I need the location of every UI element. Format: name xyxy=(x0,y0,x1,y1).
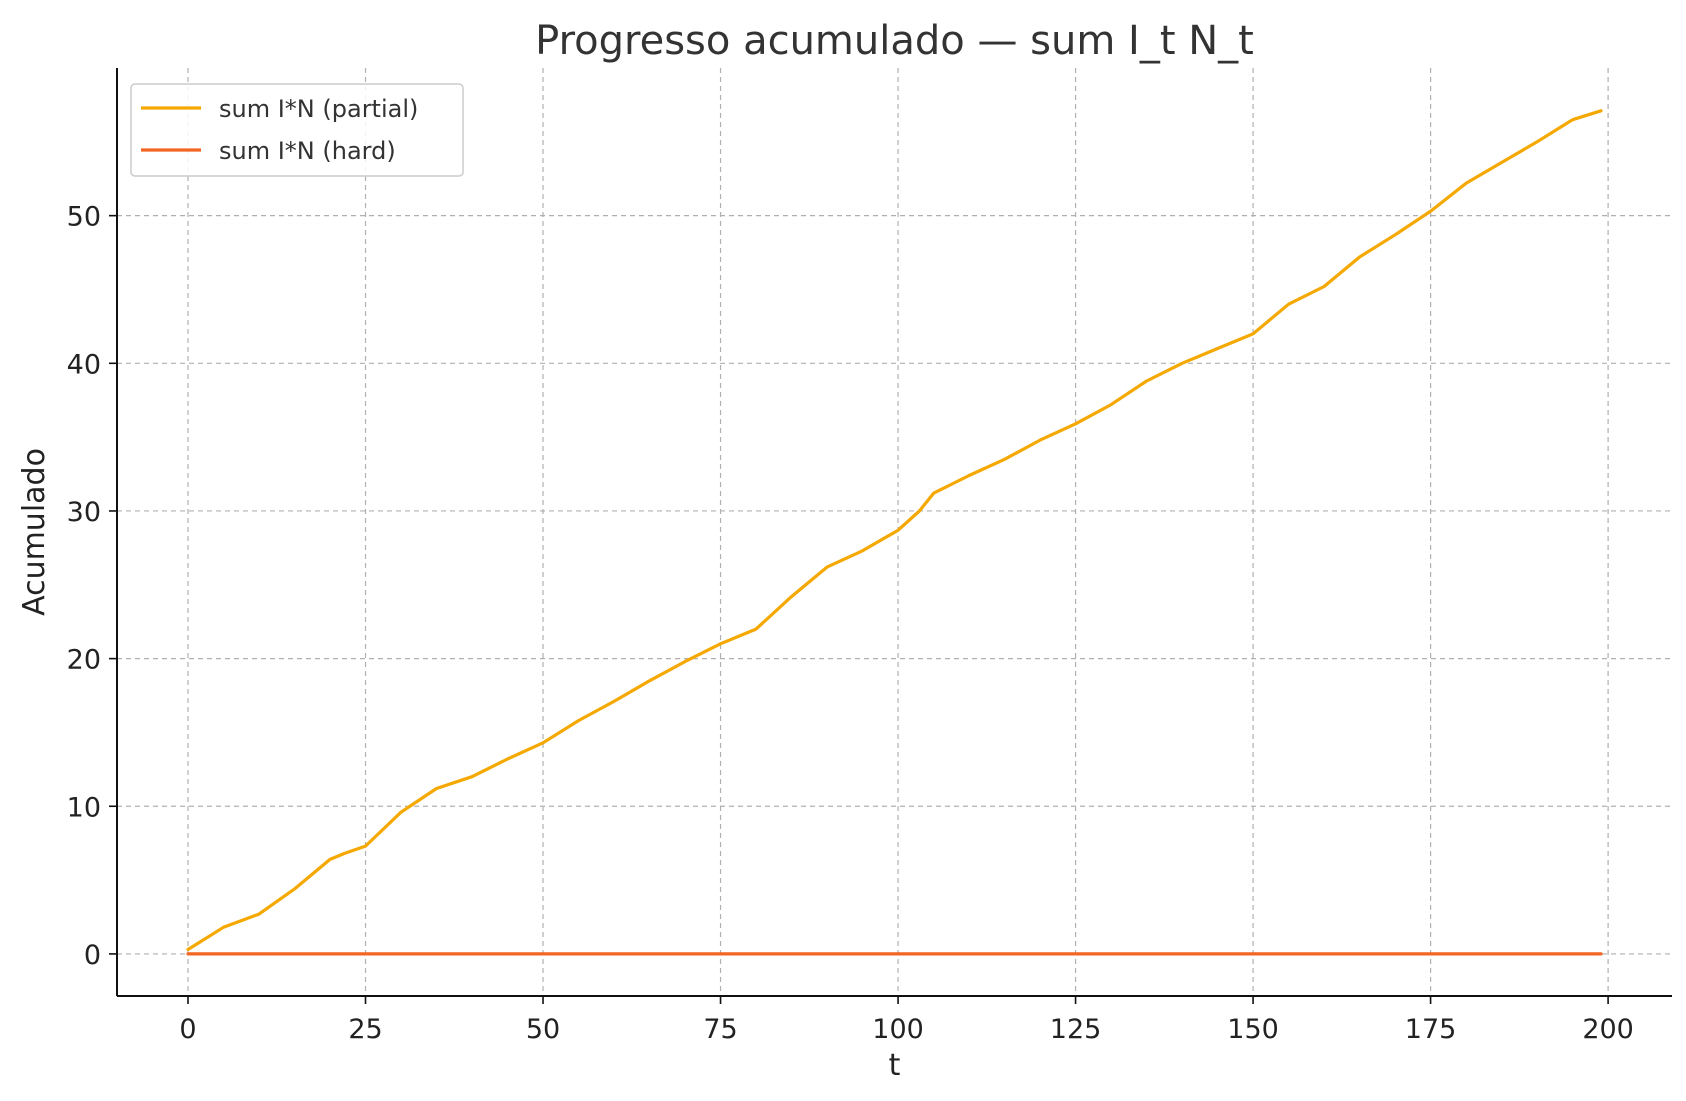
legend-label: sum I*N (hard) xyxy=(219,137,396,165)
x-tick-label: 0 xyxy=(179,1014,196,1045)
series-line-partial xyxy=(186,109,1603,952)
y-tick-label: 10 xyxy=(67,792,101,823)
x-tick-label: 125 xyxy=(1050,1014,1102,1045)
axes xyxy=(116,68,1672,997)
x-tick-label: 50 xyxy=(526,1014,560,1045)
x-tick-label: 75 xyxy=(703,1014,737,1045)
legend: sum I*N (partial) sum I*N (hard) xyxy=(130,83,464,177)
legend-box xyxy=(130,83,464,177)
x-tick-label: 200 xyxy=(1582,1014,1634,1045)
x-tick-label: 175 xyxy=(1405,1014,1457,1045)
x-tick-label: 150 xyxy=(1227,1014,1279,1045)
y-axis-label: Acumulado xyxy=(17,448,52,616)
x-axis-ticks: 0 25 50 75 100 125 150 175 200 xyxy=(179,996,1634,1045)
chart-title: Progresso acumulado — sum I_t N_t xyxy=(535,18,1254,64)
y-tick-label: 40 xyxy=(67,349,101,380)
y-tick-label: 50 xyxy=(67,202,101,233)
series-lines xyxy=(186,109,1603,956)
y-tick-label: 0 xyxy=(84,940,101,971)
legend-label: sum I*N (partial) xyxy=(219,95,418,123)
x-tick-label: 25 xyxy=(348,1014,382,1045)
y-axis-ticks: 0 10 20 30 40 50 xyxy=(67,202,117,971)
y-tick-label: 30 xyxy=(67,497,101,528)
x-axis-label: t xyxy=(889,1048,901,1083)
x-tick-label: 100 xyxy=(872,1014,924,1045)
y-tick-label: 20 xyxy=(67,645,101,676)
